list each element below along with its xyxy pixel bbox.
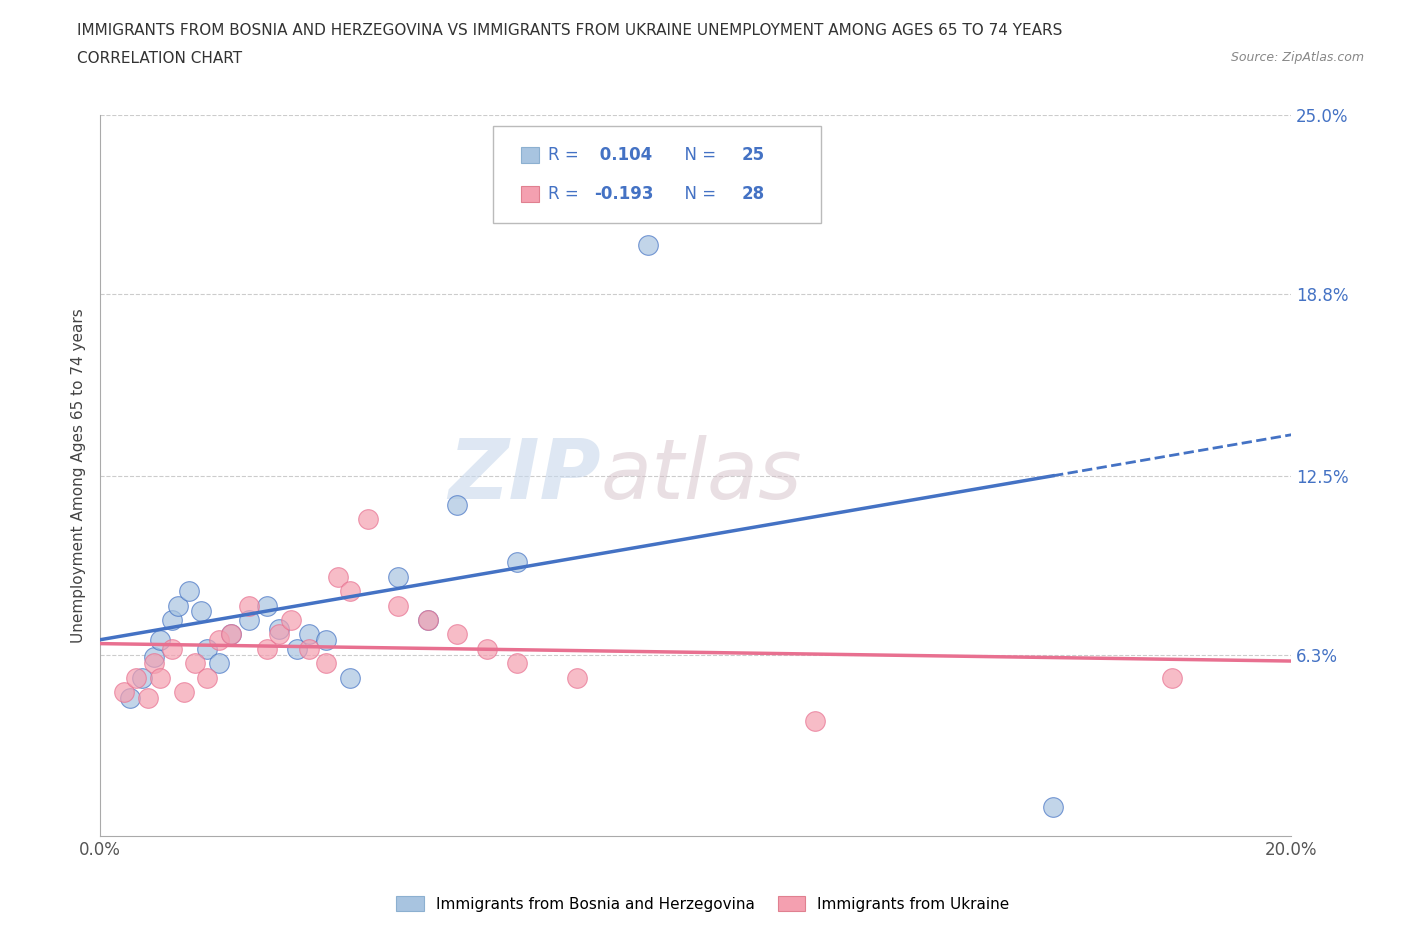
- Point: [565, 671, 588, 685]
- Point: [149, 671, 172, 685]
- Point: [357, 512, 380, 526]
- Point: [267, 627, 290, 642]
- Text: R =: R =: [548, 185, 585, 204]
- Point: [208, 656, 231, 671]
- Point: [256, 598, 278, 613]
- Point: [112, 684, 135, 699]
- Point: [142, 650, 165, 665]
- FancyBboxPatch shape: [520, 186, 538, 203]
- Point: [624, 189, 647, 204]
- Point: [118, 690, 141, 705]
- Text: 28: 28: [741, 185, 765, 204]
- Legend: Immigrants from Bosnia and Herzegovina, Immigrants from Ukraine: Immigrants from Bosnia and Herzegovina, …: [389, 889, 1017, 918]
- Point: [208, 632, 231, 647]
- Text: N =: N =: [673, 146, 721, 164]
- Point: [238, 613, 260, 628]
- Point: [315, 656, 337, 671]
- Point: [267, 621, 290, 636]
- Point: [179, 584, 201, 599]
- Point: [446, 497, 468, 512]
- Text: IMMIGRANTS FROM BOSNIA AND HERZEGOVINA VS IMMIGRANTS FROM UKRAINE UNEMPLOYMENT A: IMMIGRANTS FROM BOSNIA AND HERZEGOVINA V…: [77, 23, 1063, 38]
- Point: [328, 569, 350, 584]
- Point: [416, 613, 439, 628]
- Text: 25: 25: [741, 146, 765, 164]
- Text: ZIP: ZIP: [447, 435, 600, 516]
- Point: [446, 627, 468, 642]
- Point: [190, 604, 212, 618]
- Point: [637, 237, 659, 252]
- Point: [339, 584, 361, 599]
- Y-axis label: Unemployment Among Ages 65 to 74 years: Unemployment Among Ages 65 to 74 years: [72, 308, 86, 643]
- Point: [506, 555, 529, 570]
- Point: [387, 569, 409, 584]
- Point: [184, 656, 207, 671]
- Point: [506, 656, 529, 671]
- Point: [339, 671, 361, 685]
- FancyBboxPatch shape: [520, 147, 538, 163]
- Text: CORRELATION CHART: CORRELATION CHART: [77, 51, 242, 66]
- Text: N =: N =: [673, 185, 721, 204]
- Point: [166, 598, 188, 613]
- Point: [297, 627, 319, 642]
- Point: [285, 642, 308, 657]
- Point: [195, 642, 218, 657]
- FancyBboxPatch shape: [494, 126, 821, 223]
- Point: [125, 671, 148, 685]
- Point: [219, 627, 242, 642]
- Point: [136, 690, 159, 705]
- Point: [1042, 800, 1064, 815]
- Point: [160, 642, 183, 657]
- Point: [195, 671, 218, 685]
- Point: [280, 613, 302, 628]
- Point: [387, 598, 409, 613]
- Text: 0.104: 0.104: [593, 146, 652, 164]
- Point: [238, 598, 260, 613]
- Point: [149, 632, 172, 647]
- Point: [131, 671, 153, 685]
- Point: [297, 642, 319, 657]
- Point: [477, 642, 499, 657]
- Text: R =: R =: [548, 146, 585, 164]
- Point: [160, 613, 183, 628]
- Point: [1161, 671, 1184, 685]
- Text: -0.193: -0.193: [593, 185, 654, 204]
- Point: [315, 632, 337, 647]
- Point: [804, 713, 827, 728]
- Point: [256, 642, 278, 657]
- Point: [416, 613, 439, 628]
- Point: [173, 684, 195, 699]
- Point: [142, 656, 165, 671]
- Text: Source: ZipAtlas.com: Source: ZipAtlas.com: [1230, 51, 1364, 64]
- Text: atlas: atlas: [600, 435, 801, 516]
- Point: [219, 627, 242, 642]
